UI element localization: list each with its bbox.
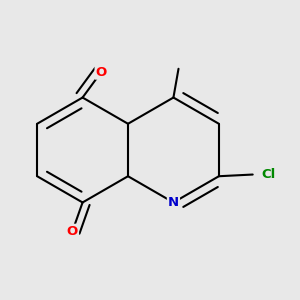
Text: O: O xyxy=(67,225,78,238)
Text: O: O xyxy=(96,66,107,79)
Text: N: N xyxy=(168,196,179,209)
Text: Cl: Cl xyxy=(261,168,275,181)
